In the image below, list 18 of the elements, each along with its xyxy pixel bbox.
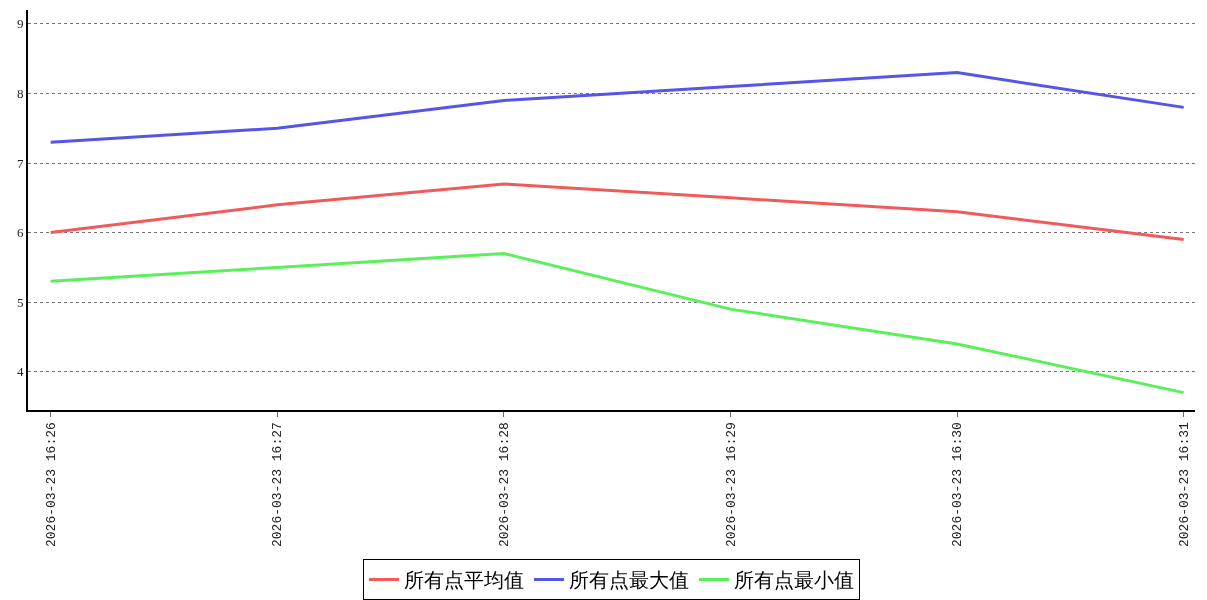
y-tick-label: 8 bbox=[16, 86, 24, 102]
line-series bbox=[49, 182, 1186, 242]
y-tick-label: 5 bbox=[16, 294, 24, 310]
line-series bbox=[49, 71, 1186, 144]
y-tick-label: 7 bbox=[16, 155, 24, 171]
x-tick-label: 2026-03-23 16:30 bbox=[950, 422, 966, 548]
legend-label: 所有点最大值 bbox=[569, 568, 689, 593]
x-tick-label: 2026-03-23 16:31 bbox=[1176, 422, 1192, 548]
legend-label: 所有点平均值 bbox=[404, 568, 524, 593]
x-tick-label: 2026-03-23 16:29 bbox=[723, 422, 739, 548]
y-tick-label: 4 bbox=[16, 364, 24, 380]
x-tick-label: 2026-03-23 16:28 bbox=[497, 422, 513, 548]
x-tick-label: 2026-03-23 16:26 bbox=[43, 422, 59, 548]
line-series bbox=[49, 251, 1186, 395]
x-tick-label: 2026-03-23 16:27 bbox=[270, 422, 286, 548]
legend-label: 所有点最小值 bbox=[734, 568, 854, 593]
y-tick-label: 6 bbox=[16, 225, 24, 241]
y-tick-label: 9 bbox=[16, 16, 24, 32]
